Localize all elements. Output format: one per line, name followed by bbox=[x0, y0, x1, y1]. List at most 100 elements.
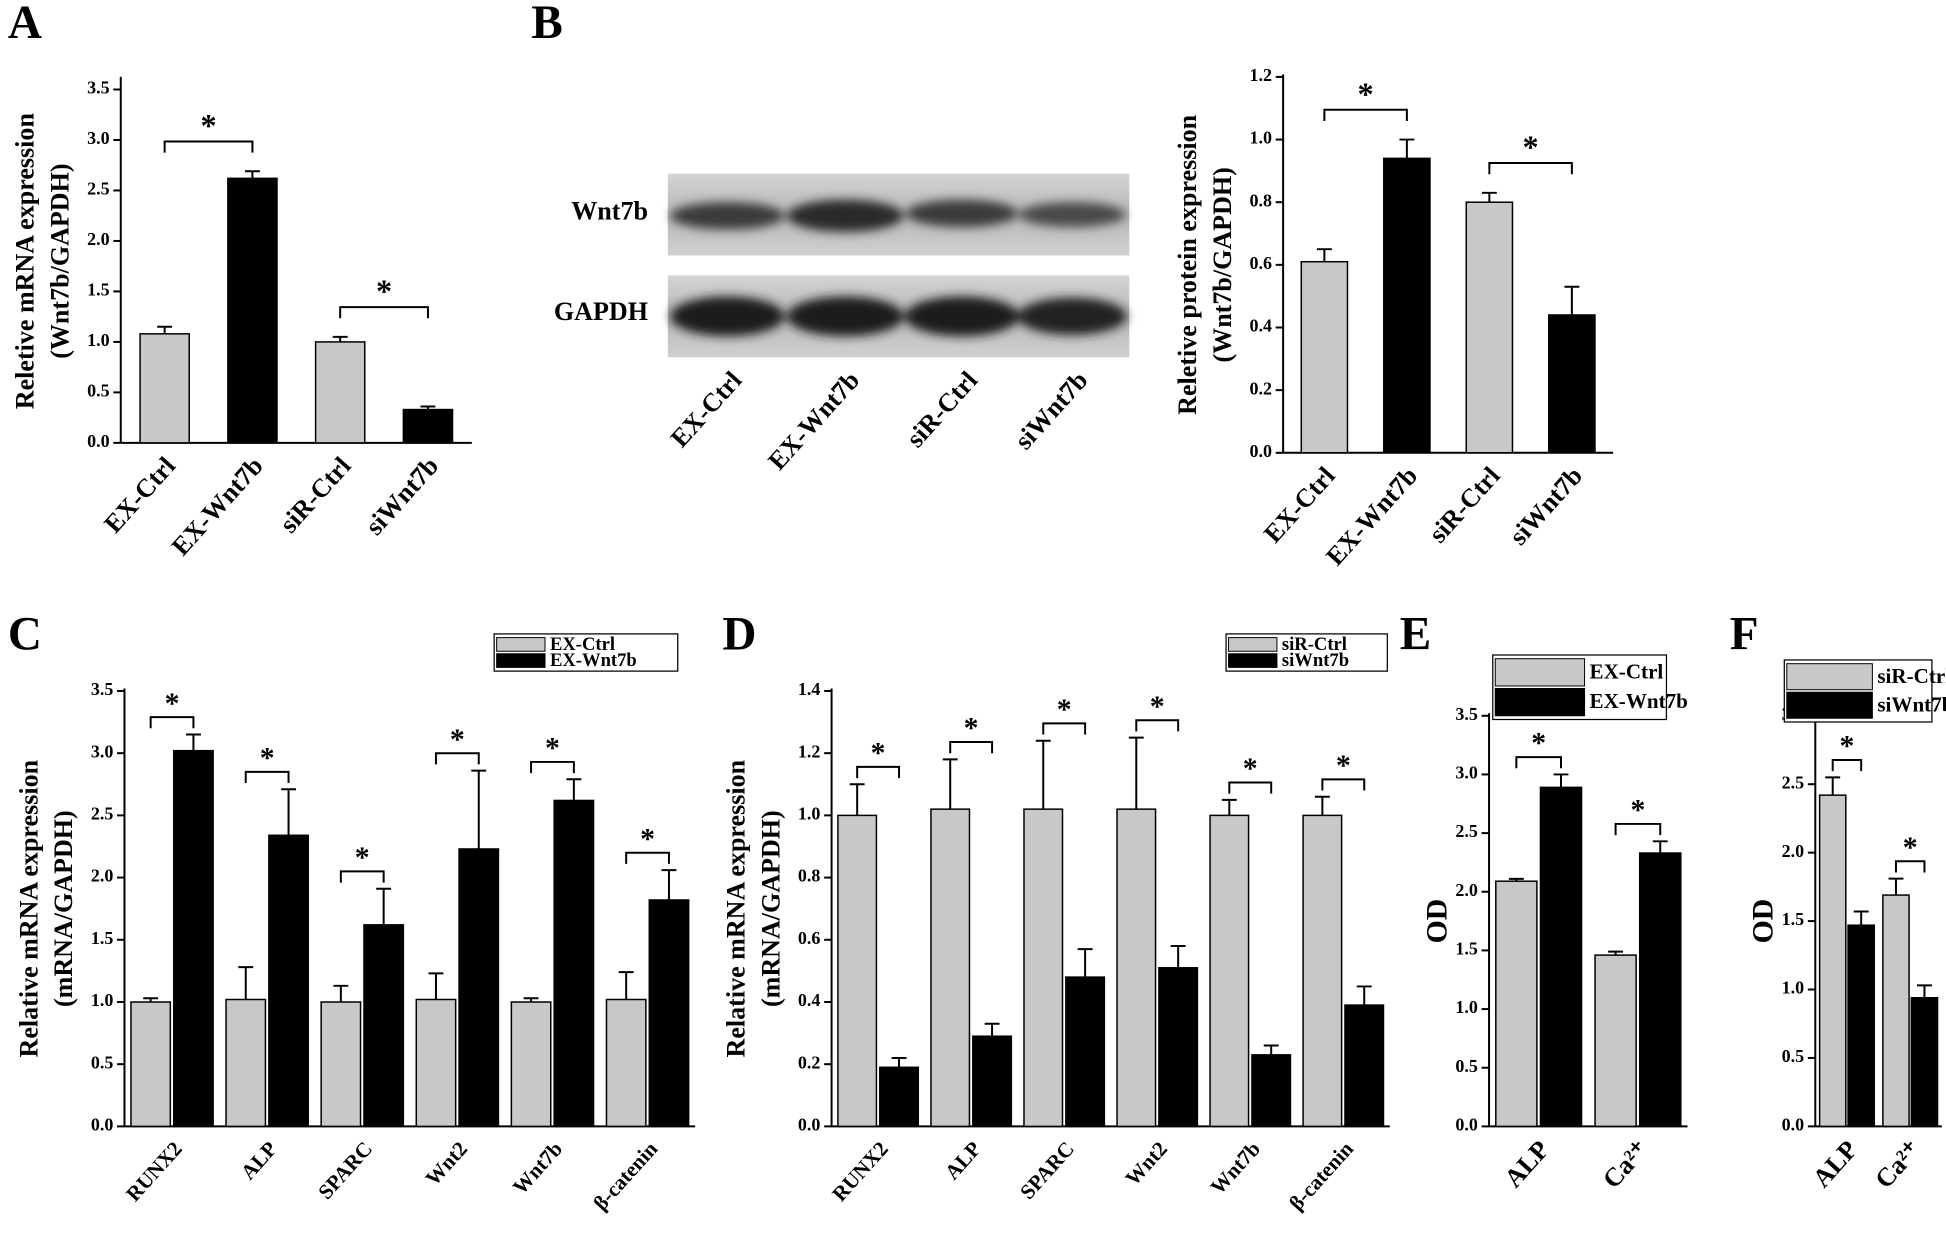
x-tick-label: RUNX2 bbox=[121, 1137, 187, 1206]
blot-bands bbox=[670, 199, 1127, 337]
error-bar bbox=[984, 1022, 1000, 1037]
blot-lane-label: EX-Wnt7b bbox=[762, 366, 865, 476]
significance-bracket bbox=[1488, 162, 1573, 175]
y-tick-label: 2.5 bbox=[87, 179, 109, 199]
significance-bracket bbox=[1228, 781, 1273, 794]
error-bar bbox=[281, 788, 296, 836]
bar bbox=[837, 814, 878, 1128]
legend-label: EX-Wnt7b bbox=[550, 650, 637, 671]
y-tick-label: 0.8 bbox=[1249, 190, 1271, 210]
y-tick-label: 0.4 bbox=[798, 990, 820, 1010]
significance-label: * bbox=[1630, 794, 1645, 827]
significance-bracket bbox=[1831, 759, 1863, 772]
bar bbox=[510, 1001, 552, 1128]
y-tick-label: 3.5 bbox=[91, 679, 113, 699]
x-tick-label: SPARC bbox=[313, 1137, 377, 1204]
error-bar bbox=[1399, 138, 1415, 159]
legend-label: EX-Wnt7b bbox=[1590, 689, 1688, 713]
error-bar bbox=[1356, 985, 1372, 1006]
bar bbox=[320, 1001, 362, 1128]
legend-swatch bbox=[496, 653, 546, 668]
bar bbox=[1495, 880, 1538, 1128]
y-tick-label: 2.5 bbox=[91, 804, 113, 824]
significance-label: * bbox=[1150, 690, 1165, 723]
blot-row-label: Wnt7b bbox=[571, 196, 648, 225]
bar bbox=[458, 848, 500, 1128]
significance-bracket bbox=[434, 752, 480, 765]
x-tick-label: β-catenin bbox=[588, 1137, 662, 1215]
error-bar bbox=[523, 997, 539, 1002]
significance-bracket bbox=[149, 716, 195, 729]
x-tick-label: siWnt7b bbox=[360, 451, 445, 540]
y-tick-label: 0.6 bbox=[798, 928, 820, 948]
significance-label: * bbox=[200, 107, 216, 143]
significance-bracket bbox=[339, 306, 429, 319]
legend-label: siWnt7b bbox=[1282, 650, 1349, 671]
error-bar bbox=[143, 997, 159, 1002]
y-axis-label: Reletive mRNA expression bbox=[11, 113, 40, 410]
western-blot: Wnt7b GAPDH EX-Ctrl EX-Wnt7b siR-Ctrl si… bbox=[554, 173, 1130, 476]
error-bar bbox=[1825, 776, 1841, 796]
bar bbox=[139, 333, 190, 444]
significance-bracket bbox=[1323, 108, 1408, 121]
significance-bracket bbox=[1614, 822, 1662, 836]
significance-label: * bbox=[450, 723, 465, 756]
error-bar bbox=[1316, 248, 1332, 262]
significance-label: * bbox=[376, 273, 392, 309]
error-bar bbox=[238, 966, 254, 1000]
panel-letter: D bbox=[722, 609, 756, 661]
error-bar bbox=[157, 325, 173, 334]
error-bar bbox=[1314, 795, 1330, 816]
bar bbox=[1302, 814, 1343, 1128]
error-bar bbox=[185, 733, 201, 751]
y-tick-label: 0.2 bbox=[798, 1052, 820, 1072]
y-axis-label: Relative mRNA expression bbox=[14, 759, 43, 1057]
y-tick-label: 0.0 bbox=[798, 1115, 820, 1135]
x-tick-label: siWnt7b bbox=[1504, 461, 1589, 550]
x-tick-label: Ca²⁺ bbox=[1597, 1135, 1654, 1194]
y-tick-label: 1.2 bbox=[1249, 65, 1271, 85]
panel-letter: C bbox=[8, 609, 42, 661]
legend-label: EX-Ctrl bbox=[550, 634, 615, 655]
bar bbox=[553, 799, 595, 1128]
y-tick-label: 0.5 bbox=[87, 381, 109, 401]
bar bbox=[1548, 314, 1596, 454]
panel-letter: A bbox=[8, 0, 42, 49]
error-bar bbox=[1916, 984, 1932, 998]
y-tick-label: 0.6 bbox=[1249, 253, 1271, 273]
error-bar bbox=[566, 778, 582, 801]
y-tick-label: 0.0 bbox=[91, 1115, 113, 1135]
bar bbox=[1023, 808, 1064, 1128]
legend-swatch bbox=[1494, 687, 1586, 717]
significance-bracket bbox=[1894, 860, 1926, 873]
significance-label: * bbox=[165, 687, 180, 720]
legend-label: siR-Ctrl bbox=[1877, 664, 1946, 688]
significance-label: * bbox=[1531, 727, 1546, 760]
legend-swatch bbox=[1494, 658, 1586, 687]
bar bbox=[972, 1035, 1013, 1128]
error-bar bbox=[428, 972, 444, 1000]
y-axis-label: OD bbox=[1747, 899, 1780, 944]
y-tick-label: 0.0 bbox=[1249, 441, 1271, 461]
x-tick-label: ALP bbox=[1499, 1135, 1555, 1193]
y-tick-label: 3.5 bbox=[1455, 704, 1477, 724]
bar bbox=[1065, 976, 1106, 1128]
error-bar bbox=[1888, 877, 1904, 896]
y-tick-label: 0.0 bbox=[1455, 1115, 1477, 1135]
blot-row-label: GAPDH bbox=[554, 297, 648, 326]
bar bbox=[879, 1066, 920, 1128]
legend-swatch bbox=[1228, 653, 1278, 668]
bar bbox=[1847, 924, 1876, 1128]
bar bbox=[1209, 814, 1250, 1128]
bar bbox=[1344, 1004, 1385, 1128]
bar bbox=[1251, 1054, 1292, 1128]
y-tick-label: 1.5 bbox=[87, 280, 109, 300]
legend-label: siR-Ctrl bbox=[1282, 634, 1347, 655]
significance-label: * bbox=[1903, 831, 1918, 864]
bar bbox=[605, 998, 647, 1128]
bar bbox=[1882, 894, 1910, 1128]
error-bar bbox=[1553, 773, 1569, 788]
significance-label: * bbox=[871, 737, 886, 770]
y-tick-label: 2.0 bbox=[87, 229, 109, 249]
